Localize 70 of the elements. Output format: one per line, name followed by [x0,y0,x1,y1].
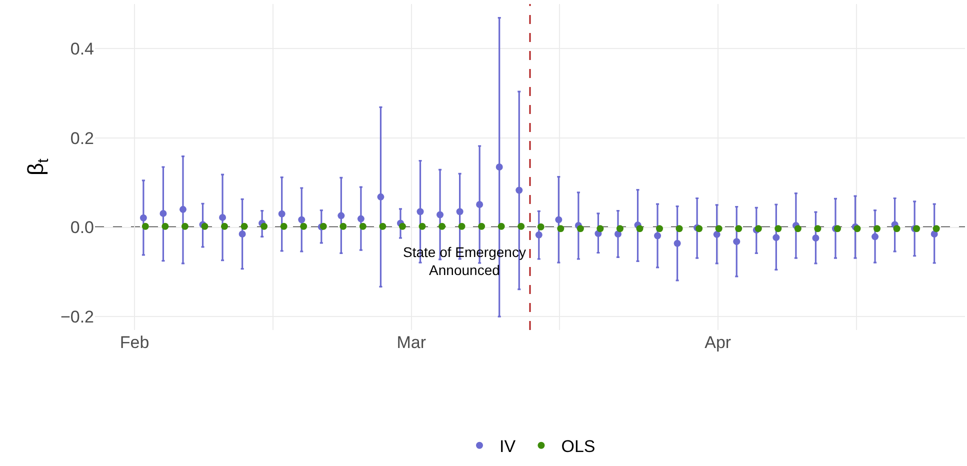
point [774,225,782,232]
point [359,222,366,230]
point [616,225,624,232]
point [872,233,879,240]
point [557,225,564,232]
point [221,222,228,230]
point [812,234,820,242]
point [596,225,604,232]
point [357,215,364,222]
point [772,234,780,242]
point [715,225,722,232]
point [418,222,426,230]
point [298,216,306,224]
legend-label: IV [500,436,516,456]
point [340,222,347,230]
point [162,222,169,230]
point [160,210,167,217]
point [614,230,622,238]
point [537,223,544,230]
point [238,230,246,238]
point [656,225,664,232]
point [240,222,248,230]
y-tick-label: 0.0 [70,218,94,238]
point [676,225,683,232]
x-tick-label: Mar [396,333,426,352]
y-tick-label: 0.4 [70,40,94,59]
point [654,232,662,240]
point [476,201,484,208]
x-tick-label: Feb [120,333,150,352]
point [416,208,424,216]
point [142,222,149,230]
point [518,222,525,230]
point [219,214,226,221]
point [377,193,384,200]
point [181,222,188,230]
point [140,214,147,222]
y-tick-label: 0.2 [70,128,94,148]
legend-label: OLS [561,436,596,456]
point [735,225,742,232]
point [713,230,720,238]
point [260,222,268,230]
point [874,225,881,232]
point [535,231,542,238]
point [458,222,466,230]
point [398,222,406,230]
point [300,222,308,230]
point [456,208,464,216]
point [278,210,286,218]
point [338,212,345,220]
point [478,222,486,230]
point [379,222,386,230]
point [280,222,288,230]
point [555,216,562,224]
point [733,238,740,246]
point [498,222,505,230]
point [674,240,681,247]
point [496,164,503,170]
y-tick-label: −0.2 [60,308,94,327]
point [893,225,900,232]
point [932,225,940,232]
point [636,225,644,232]
point [794,225,802,232]
point [179,206,186,213]
point [436,211,444,218]
point [516,186,523,194]
point [438,222,446,230]
point [814,225,822,232]
x-tick-label: Apr [704,333,732,352]
point [930,230,938,238]
point [576,225,584,232]
